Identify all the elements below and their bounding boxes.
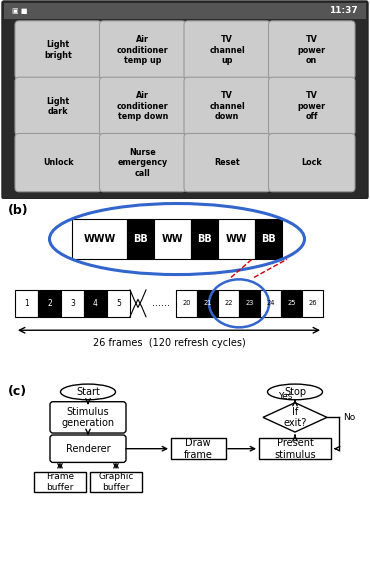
Text: Stop: Stop <box>284 387 306 397</box>
Bar <box>171 438 225 460</box>
Text: BB: BB <box>261 234 276 244</box>
Text: Renderer: Renderer <box>66 444 110 454</box>
FancyBboxPatch shape <box>100 134 186 192</box>
Text: 22: 22 <box>224 300 233 306</box>
Bar <box>15 290 38 317</box>
Bar <box>72 219 127 259</box>
Text: (b): (b) <box>8 203 28 217</box>
Text: Graphic
buffer: Graphic buffer <box>98 472 134 492</box>
Text: 4: 4 <box>93 299 98 308</box>
Text: Air
conditioner
temp up: Air conditioner temp up <box>117 35 169 65</box>
FancyBboxPatch shape <box>100 77 186 135</box>
FancyBboxPatch shape <box>184 77 270 135</box>
Text: 23: 23 <box>245 300 254 306</box>
FancyBboxPatch shape <box>50 401 126 433</box>
Bar <box>38 290 61 317</box>
Text: 2: 2 <box>47 299 52 308</box>
Bar <box>260 290 281 317</box>
FancyBboxPatch shape <box>184 21 270 79</box>
Polygon shape <box>263 403 327 432</box>
Bar <box>255 219 282 259</box>
Text: Light
dark: Light dark <box>47 97 70 116</box>
Text: WW: WW <box>162 234 183 244</box>
FancyBboxPatch shape <box>2 1 368 199</box>
FancyBboxPatch shape <box>15 21 101 79</box>
Bar <box>34 472 86 492</box>
Text: BB: BB <box>133 234 148 244</box>
Ellipse shape <box>268 384 323 400</box>
Bar <box>302 290 323 317</box>
Text: Frame
buffer: Frame buffer <box>46 472 74 492</box>
Bar <box>107 290 130 317</box>
FancyBboxPatch shape <box>184 134 270 192</box>
FancyBboxPatch shape <box>269 21 355 79</box>
Text: TV
power
off: TV power off <box>298 92 326 121</box>
Text: Light
bright: Light bright <box>44 40 72 60</box>
FancyBboxPatch shape <box>15 134 101 192</box>
Bar <box>218 290 239 317</box>
Text: No: No <box>343 413 355 422</box>
Text: Reset: Reset <box>215 158 240 167</box>
FancyBboxPatch shape <box>50 435 126 463</box>
Bar <box>218 219 255 259</box>
FancyBboxPatch shape <box>269 134 355 192</box>
Text: 26 frames  (120 refresh cycles): 26 frames (120 refresh cycles) <box>92 338 245 348</box>
FancyBboxPatch shape <box>269 77 355 135</box>
Text: Lock: Lock <box>302 158 322 167</box>
Text: ▣ ■: ▣ ■ <box>12 8 27 14</box>
Bar <box>90 472 142 492</box>
Text: 20: 20 <box>182 300 191 306</box>
Text: Present
stimulus: Present stimulus <box>274 438 316 460</box>
Text: Yes: Yes <box>278 392 292 401</box>
Bar <box>259 438 331 460</box>
Text: 21: 21 <box>203 300 212 306</box>
Text: TV
channel
up: TV channel up <box>209 35 245 65</box>
Text: Unlock: Unlock <box>43 158 74 167</box>
FancyBboxPatch shape <box>100 21 186 79</box>
Text: Nurse
emergency
call: Nurse emergency call <box>118 147 168 177</box>
Text: TV
power
on: TV power on <box>298 35 326 65</box>
Text: TV
channel
down: TV channel down <box>209 92 245 121</box>
Bar <box>4 3 366 19</box>
Text: Stimulus
generation: Stimulus generation <box>61 407 115 428</box>
Bar <box>281 290 302 317</box>
Bar <box>84 290 107 317</box>
Text: 3: 3 <box>70 299 75 308</box>
Text: If
exit?: If exit? <box>283 407 307 428</box>
Text: Air
conditioner
temp down: Air conditioner temp down <box>117 92 169 121</box>
Bar <box>197 290 218 317</box>
FancyBboxPatch shape <box>15 77 101 135</box>
Text: 1: 1 <box>24 299 29 308</box>
Ellipse shape <box>61 384 115 400</box>
Bar <box>154 219 191 259</box>
Bar <box>176 290 197 317</box>
Text: 24: 24 <box>266 300 275 306</box>
Bar <box>61 290 84 317</box>
Text: 11:37: 11:37 <box>329 6 358 16</box>
Bar <box>127 219 154 259</box>
Bar <box>239 290 260 317</box>
Text: 5: 5 <box>116 299 121 308</box>
Text: BB: BB <box>197 234 212 244</box>
Text: ......: ...... <box>152 298 170 308</box>
Text: (c): (c) <box>8 385 27 398</box>
Text: WWW: WWW <box>83 234 115 244</box>
Text: Draw
frame: Draw frame <box>184 438 212 460</box>
Text: WW: WW <box>226 234 247 244</box>
Text: 25: 25 <box>287 300 296 306</box>
Text: 26: 26 <box>308 300 317 306</box>
Bar <box>191 219 218 259</box>
Text: Start: Start <box>76 387 100 397</box>
